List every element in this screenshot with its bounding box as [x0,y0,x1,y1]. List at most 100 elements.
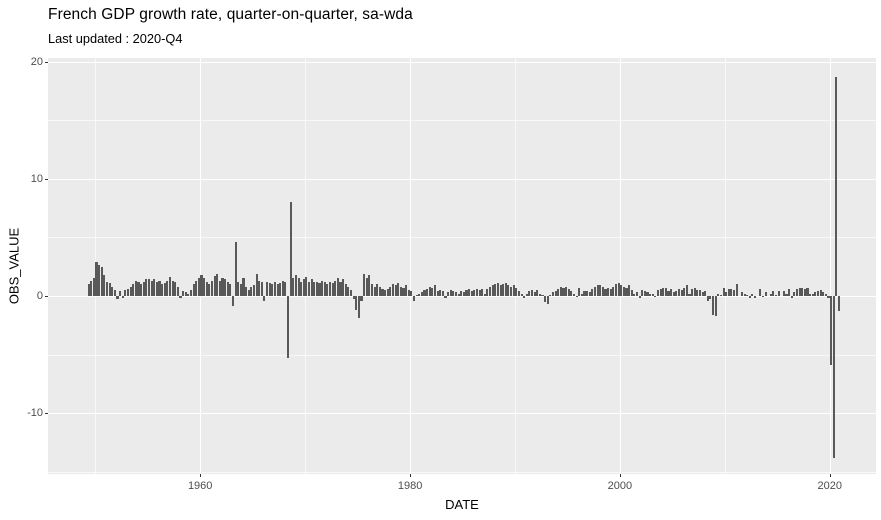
gridline-major-y [48,61,876,63]
bar [675,291,678,296]
bar [759,288,762,296]
bar [344,284,347,296]
bar [562,287,565,296]
bar [352,295,355,300]
bar [549,294,552,296]
bar [709,295,712,300]
bar [740,292,743,296]
bar [565,286,568,296]
gridline-minor-x [515,58,516,474]
bar [221,278,224,296]
bar [788,288,791,296]
gridline-minor-y [48,120,876,122]
bar [313,281,316,296]
bar [593,286,597,296]
bar [591,288,594,296]
bar [268,282,271,296]
bar [460,291,463,296]
bar [457,293,460,296]
bar [205,281,208,296]
bar [827,295,830,299]
bar [321,280,324,296]
bar [538,293,541,296]
bar [266,281,269,296]
bar [439,290,442,296]
bar [449,290,452,296]
bar [486,288,489,296]
bar [722,287,725,296]
bar [126,288,130,296]
bar [646,292,649,296]
bar [260,281,263,296]
bar [247,290,250,296]
bar [119,291,122,296]
y-axis-tick-label: -10 [27,407,43,420]
bar [712,295,715,315]
bar [814,292,817,296]
bar [179,295,182,299]
bar [441,291,444,296]
y-axis-title: OBS_VALUE [6,227,22,305]
bar [481,288,484,296]
bar [410,291,413,296]
bar [433,285,437,296]
bar [292,278,295,296]
bar [276,284,279,296]
bar [635,292,639,296]
bar [386,288,389,296]
bar [491,285,494,296]
bar [531,290,534,296]
bar [336,278,339,296]
x-axis-tick [200,474,202,477]
bar [370,284,374,296]
bar [502,284,505,296]
bar [166,280,169,296]
bar [614,284,618,296]
bar [604,288,607,296]
bar [504,282,507,296]
bar [418,293,421,296]
chart-subtitle: Last updated : 2020-Q4 [48,31,183,46]
bar [339,281,342,296]
bar [801,287,804,296]
bar [420,292,423,296]
bar [176,286,179,296]
bar [444,295,447,299]
bar [754,295,757,299]
bar [355,295,358,310]
bar [187,293,190,296]
bar [499,285,502,296]
bar [281,280,284,296]
bar [376,284,379,296]
bar [263,295,266,301]
bar [798,287,801,296]
bar [129,286,132,296]
bar [218,280,221,296]
y-axis-tick [45,295,48,298]
bar [544,295,547,302]
bar [622,286,625,296]
bar [208,284,211,296]
bar [431,287,434,296]
bar [231,295,234,307]
gridline-minor-y [48,237,876,239]
gridline-major-y [48,295,876,297]
bar [567,288,570,296]
x-axis-tick-label: 2020 [817,480,843,492]
bar [793,292,796,296]
bar [150,280,153,296]
bar [447,292,450,296]
bar [830,295,833,365]
bar [599,285,602,296]
bar [195,280,198,296]
chart-title: French GDP growth rate, quarter-on-quart… [48,6,413,23]
bar [258,280,261,296]
bar [586,291,589,296]
bar [428,286,431,296]
bar [612,286,615,296]
bar [415,294,418,296]
bar [174,281,177,296]
bar [617,282,620,296]
gridline-major-y [48,413,876,415]
